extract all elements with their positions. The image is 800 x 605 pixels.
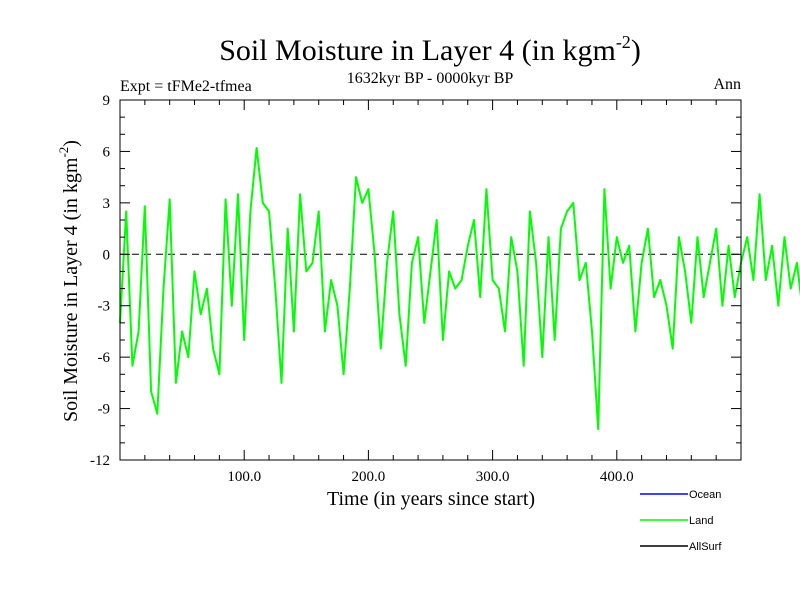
chart-title-text: Soil Moisture in Layer 4 (in kgm <box>219 34 616 67</box>
y-axis-label-text: Soil Moisture in Layer 4 (in kgm <box>60 157 82 422</box>
y-axis-label: Soil Moisture in Layer 4 (in kgm-2) <box>56 140 82 422</box>
y-tick-label: -12 <box>90 453 110 469</box>
legend: Ocean Land AllSurf <box>640 489 722 553</box>
period-subtitle: 1632kyr BP - 0000kyr BP <box>347 70 514 87</box>
legend-label-allsurf: AllSurf <box>689 541 722 553</box>
experiment-label: Expt = tFMe2-tfmea <box>120 78 252 95</box>
series-line-land <box>119 147 800 431</box>
y-axis-label-superscript: -2 <box>56 147 71 158</box>
chart-title-close: ) <box>631 34 641 67</box>
x-tick-label: 400.0 <box>600 469 634 485</box>
legend-label-land: Land <box>689 515 713 527</box>
y-tick-label: 3 <box>103 196 111 212</box>
chart-title: Soil Moisture in Layer 4 (in kgm-2) <box>219 32 641 67</box>
y-tick-label: -9 <box>98 402 111 418</box>
legend-label-ocean: Ocean <box>689 489 721 501</box>
y-tick-label: -6 <box>98 350 111 366</box>
x-tick-label: 200.0 <box>352 469 386 485</box>
y-axis-label-close: ) <box>60 140 82 147</box>
plot-area: -12 -9 -6 -3 0 3 6 9 100.0 200.0 300.0 400.0 <box>90 93 800 485</box>
x-tick-label: 100.0 <box>227 469 261 485</box>
y-tick-label: 0 <box>103 247 111 263</box>
plot-frame <box>119 99 742 461</box>
x-tick-label: 300.0 <box>476 469 510 485</box>
y-tick-label: 6 <box>103 144 111 160</box>
chart-title-superscript: -2 <box>616 32 631 52</box>
season-label: Ann <box>713 76 741 93</box>
y-tick-label: -3 <box>98 299 111 315</box>
y-tick-label: 9 <box>103 93 111 109</box>
x-axis-label: Time (in years since start) <box>327 488 535 510</box>
